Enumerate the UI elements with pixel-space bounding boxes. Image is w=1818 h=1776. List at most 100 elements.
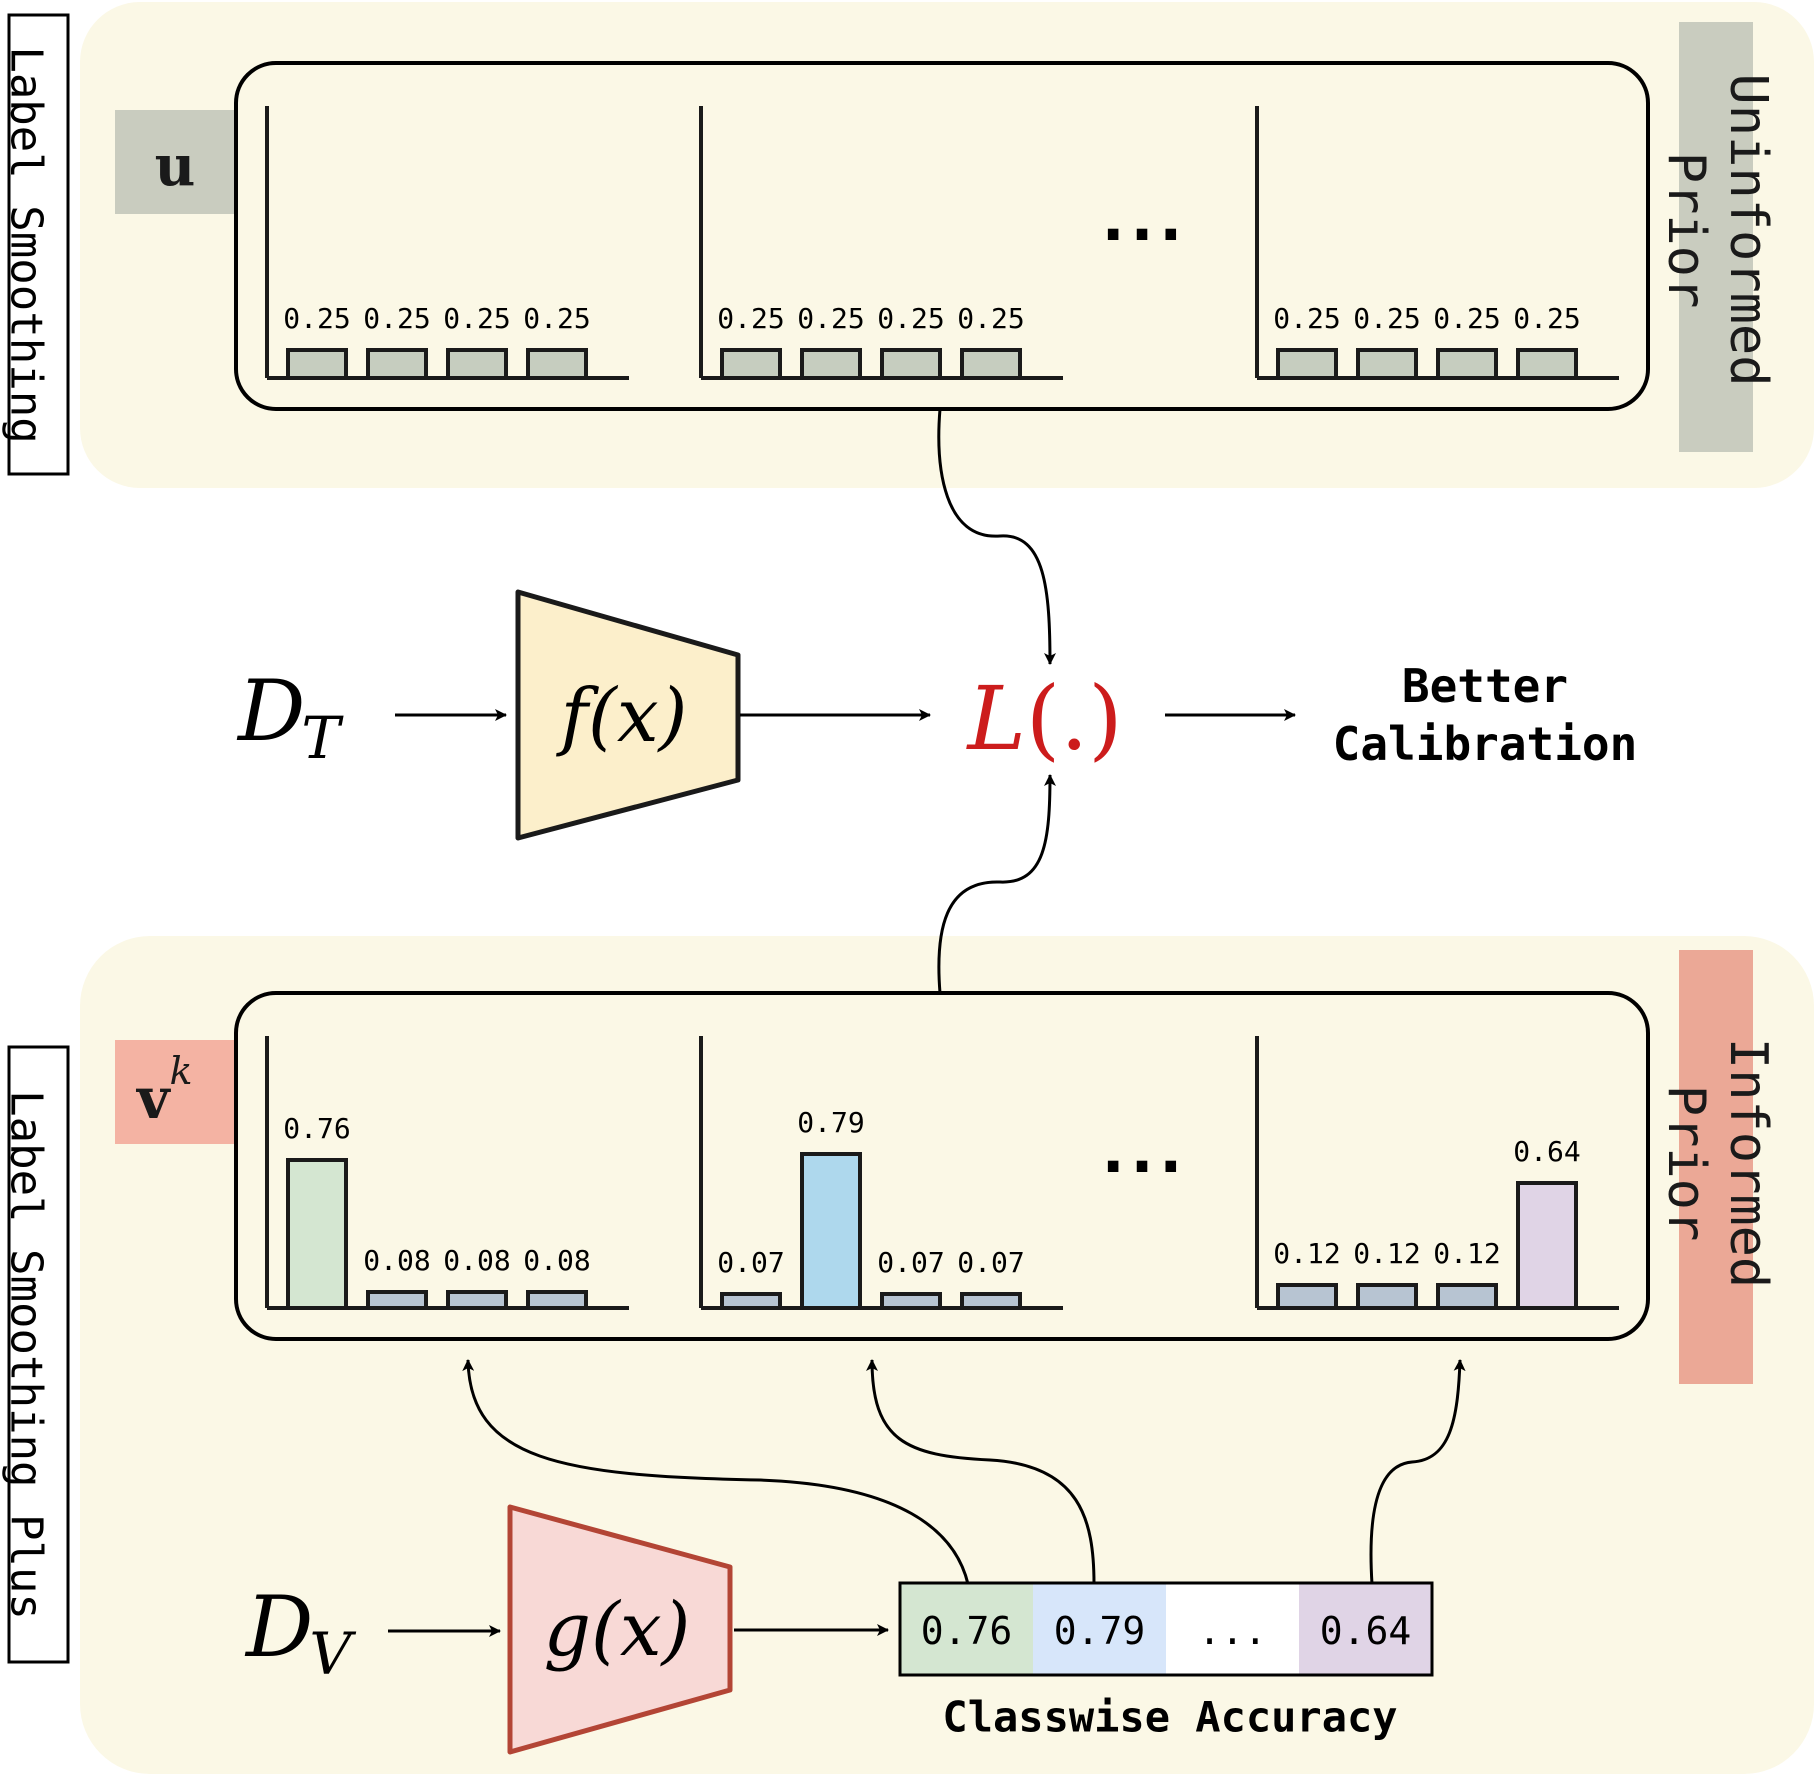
input-dv-sub: V [309,1620,356,1688]
top-side-label-box [7,13,70,476]
accuracy-cell-2-value: 0.79 [1054,1609,1146,1653]
uniform-group-1-bar-3 [446,348,508,380]
informed-group-3-bar-1 [1276,1283,1338,1310]
uniform-group-3: 0.25 0.25 0.25 0.25 [1255,106,1619,380]
input-dt: DT [236,662,344,772]
informed-group-1-bar-3 [446,1290,508,1310]
bottom-side-label: Label Smoothing Plus [1,1090,52,1620]
informed-group-2-bar-3-label: 0.07 [877,1246,944,1279]
uniform-group-2-bar-4-label: 0.25 [957,302,1024,335]
informed-group-3: 0.12 0.12 0.12 0.64 [1255,1036,1619,1310]
informed-group-2-bar-4 [960,1292,1022,1310]
informed-group-2-bar-1-label: 0.07 [717,1246,784,1279]
uniform-bar-groups: 0.25 0.25 0.25 0.25 0.25 0.25 0.25 0.25 0.25 0.25… [265,106,1619,380]
informed-group-3-bar-4-label: 0.64 [1513,1135,1580,1168]
arrow-informed-to-loss [937,774,1056,994]
vector-u-tag [115,110,235,214]
accuracy-cell-1-value: 0.76 [921,1609,1013,1653]
vector-v-main: v [135,1066,171,1132]
informed-group-1-bar-1-label: 0.76 [283,1112,350,1145]
accuracy-table-border [898,1581,1434,1677]
uniform-group-3-bar-1-label: 0.25 [1273,302,1340,335]
informed-group-1-bar-4 [526,1290,588,1310]
uniform-group-3-bar-3-label: 0.25 [1433,302,1500,335]
informed-group-1-bar-1 [286,1158,348,1310]
accuracy-cell-3-value: ... [1198,1609,1267,1653]
accuracy-caption: Classwise Accuracy [942,1693,1397,1742]
vector-v-label: vk [135,1049,193,1132]
model-g-trapezoid [507,1504,733,1755]
uniform-group-2-bar-3 [880,348,942,380]
uniform-group-3-bar-2 [1356,348,1418,380]
bottom-ellipsis: ... [1102,1117,1188,1187]
accuracy-cell-2 [1033,1583,1166,1675]
informed-prior-line1: Informed [1718,1038,1778,1288]
informed-group-3-bar-4 [1516,1181,1578,1310]
uniform-group-1-bar-1-label: 0.25 [283,302,350,335]
uniform-group-3-bar-4-label: 0.25 [1513,302,1580,335]
uniform-group-1-bar-3-label: 0.25 [443,302,510,335]
arrow-acc1-to-group1 [462,1359,970,1585]
uniform-group-2-bar-2 [800,348,862,380]
uniform-group-2-bar-3-label: 0.25 [877,302,944,335]
model-f-label: f(x) [556,673,688,759]
uniform-group-3-bar-1 [1276,348,1338,380]
informed-group-2: 0.07 0.79 0.07 0.07 [699,1036,1063,1310]
uninformed-prior-line2: Prior [1656,152,1716,309]
informed-group-2-bar-3 [880,1292,942,1310]
informed-group-1-bar-2-label: 0.08 [363,1244,430,1277]
arrow-acc4-to-group3 [1369,1359,1466,1585]
vector-v-sup: k [170,1049,193,1093]
informed-group-2-bar-4-label: 0.07 [957,1246,1024,1279]
uninformed-prior-tab [1679,22,1753,452]
informed-group-1-bar-3-label: 0.08 [443,1244,510,1277]
output-line1: Better [1402,659,1568,713]
uniform-group-3-bar-2-label: 0.25 [1353,302,1420,335]
informed-group-2-bar-1 [720,1292,782,1310]
uniform-group-2-bar-1-label: 0.25 [717,302,784,335]
vector-v-tag [115,1040,235,1144]
uniform-group-1-bar-4 [526,348,588,380]
informed-group-2-bar-2 [800,1152,862,1310]
uniform-group-3-bar-3 [1436,348,1498,380]
informed-group-1-bar-4-label: 0.08 [523,1244,590,1277]
uniform-distribution-container [234,61,1650,411]
uniform-group-2: 0.25 0.25 0.25 0.25 [699,106,1063,380]
input-dv: DV [244,1578,356,1688]
arrow-uniform-to-loss [937,408,1056,665]
uninformed-prior-line1: Uninformed [1718,73,1778,386]
loss-L: L [965,667,1025,770]
input-dt-main: D [236,662,305,760]
input-dt-sub: T [301,704,344,772]
model-f-trapezoid [515,589,741,841]
vector-u-label: u [155,133,196,199]
input-dv-main: D [244,1578,313,1676]
uniform-group-2-bar-4 [960,348,1022,380]
informed-group-1-bar-2 [366,1290,428,1310]
accuracy-cell-4-value: 0.64 [1320,1609,1412,1653]
informed-group-3-bar-3 [1436,1283,1498,1310]
informed-group-3-bar-2 [1356,1283,1418,1310]
informed-prior-tab [1679,950,1753,1384]
informed-group-3-bar-1-label: 0.12 [1273,1237,1340,1270]
output-line2: Calibration [1333,717,1638,771]
uniform-group-1-bar-2-label: 0.25 [363,302,430,335]
loss-function: L(.) [965,667,1122,770]
arrow-acc2-to-group2 [866,1359,1096,1585]
uniform-group-1-bar-4-label: 0.25 [523,302,590,335]
uniform-group-1: 0.25 0.25 0.25 0.25 [265,106,629,380]
uniform-group-1-bar-2 [366,348,428,380]
accuracy-cell-4 [1299,1583,1432,1675]
top-side-label: Label Smoothing [1,46,52,443]
bottom-side-label-box [7,1045,70,1664]
model-g-label: g(x) [544,1587,691,1673]
informed-group-2-bar-2-label: 0.79 [797,1106,864,1139]
uniform-group-2-bar-2-label: 0.25 [797,302,864,335]
loss-args: (.) [1026,667,1123,770]
uniform-group-3-bar-4 [1516,348,1578,380]
informed-group-3-bar-2-label: 0.12 [1353,1237,1420,1270]
top-ellipsis: ... [1102,185,1188,255]
accuracy-cell-1 [900,1583,1033,1675]
informed-group-3-bar-3-label: 0.12 [1433,1237,1500,1270]
